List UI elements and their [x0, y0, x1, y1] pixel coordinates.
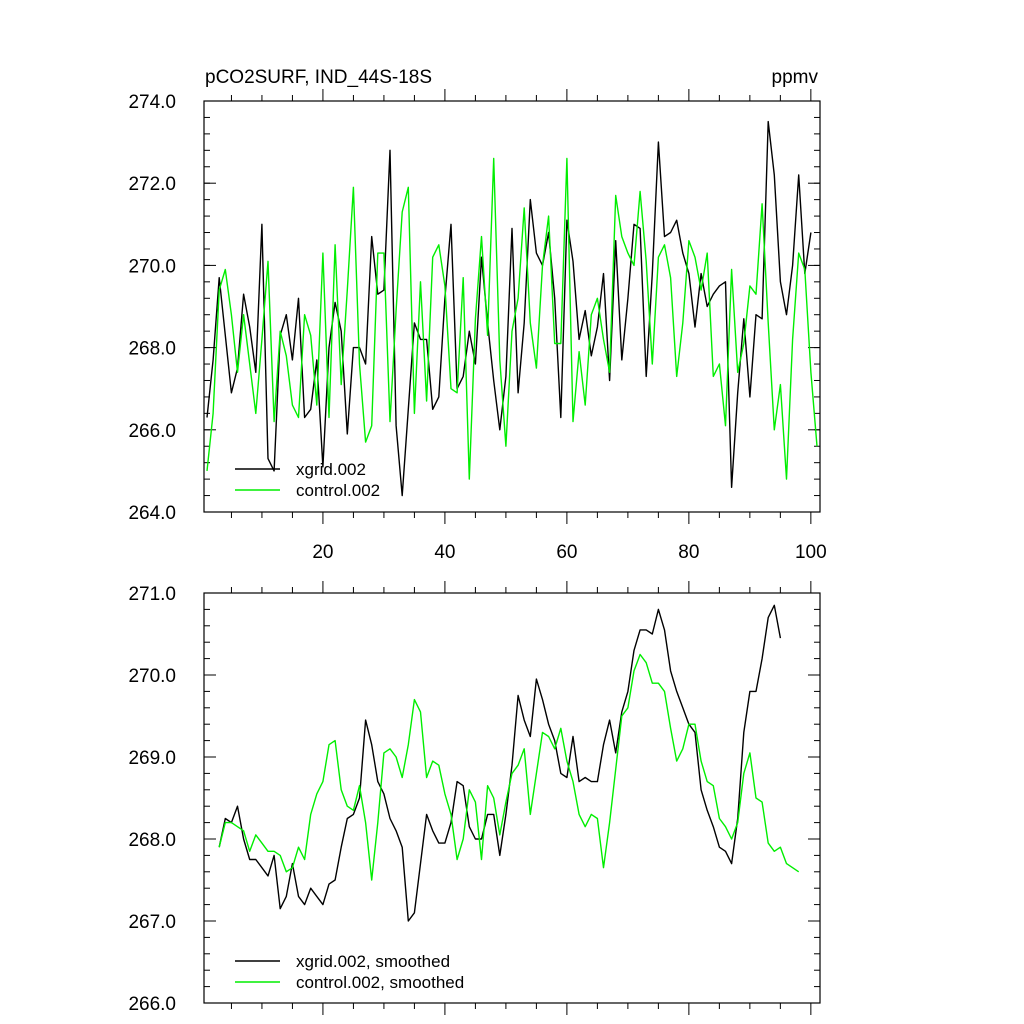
bottom-panel: 266.0 267.0 268.0 269.0 270.0 271.0 xgrid.002,…	[128, 581, 821, 1015]
y-tick-label: 268.0	[128, 830, 176, 851]
legend-label: control.002	[296, 481, 380, 500]
y-tick-label: 270.0	[128, 256, 176, 277]
chart-units: ppmv	[772, 67, 819, 88]
y-tick-label: 270.0	[128, 666, 176, 687]
legend-label: xgrid.002	[296, 460, 366, 479]
y-tick-label: 271.0	[128, 584, 176, 605]
y-tick-label: 272.0	[128, 174, 176, 195]
y-tick-label: 268.0	[128, 339, 176, 360]
y-tick-label: 264.0	[128, 503, 176, 524]
legend-label: xgrid.002, smoothed	[296, 952, 450, 971]
x-tick-label: 20	[312, 542, 333, 563]
plot-frame	[203, 592, 821, 1004]
series-line-control	[218, 653, 800, 881]
y-tick-label: 269.0	[128, 748, 176, 769]
y-tick-label: 274.0	[128, 92, 176, 113]
series-line-xgrid	[218, 604, 782, 922]
y-tick-label: 266.0	[128, 421, 176, 442]
series-line-control	[206, 157, 818, 480]
y-tick-label: 267.0	[128, 912, 176, 933]
x-tick-label: 60	[556, 542, 577, 563]
x-tick-label: 40	[434, 542, 455, 563]
plot-frame	[203, 100, 821, 513]
legend-label: control.002, smoothed	[296, 973, 464, 992]
x-tick-label: 80	[678, 542, 699, 563]
top-panel: 20 40 60 80 100 264.0 266.0 268.0 270.0 272.0 274.…	[128, 89, 827, 563]
x-tick-label: 100	[795, 542, 827, 563]
chart-title: pCO2SURF, IND_44S-18S	[205, 67, 432, 88]
series-line-xgrid	[206, 120, 812, 497]
y-tick-label: 266.0	[128, 994, 176, 1015]
